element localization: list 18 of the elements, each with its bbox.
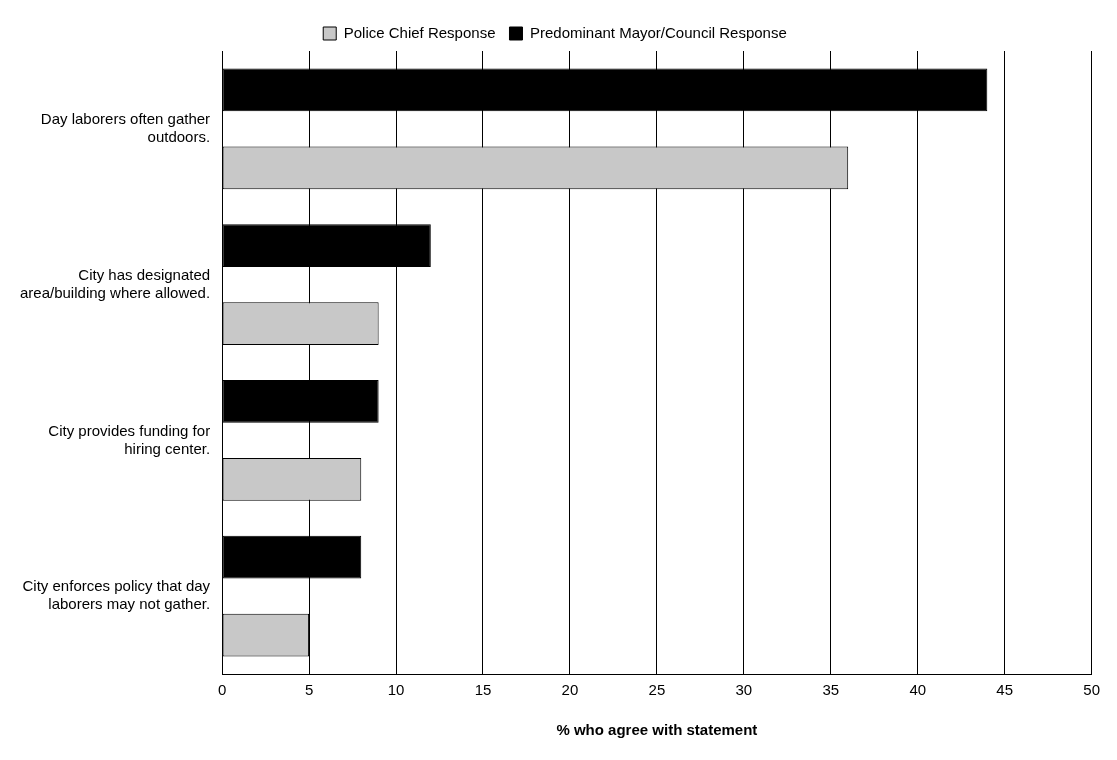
- x-tick-label: 45: [996, 681, 1014, 699]
- x-tick-label: 40: [909, 681, 927, 699]
- x-tick-label: 20: [561, 681, 579, 699]
- x-tick-label: 0: [217, 681, 227, 699]
- x-tick-label: 35: [822, 681, 840, 699]
- x-axis-title: % who agree with statement: [556, 721, 758, 739]
- x-tick-label: 10: [387, 681, 405, 699]
- y-tick-label: City provides funding for hiring center.: [48, 421, 211, 457]
- y-tick-label: Day laborers often gather outdoors.: [40, 110, 211, 146]
- x-tick-label: 15: [474, 681, 492, 699]
- x-tick-label: 5: [304, 681, 314, 699]
- x-tick-label: 50: [1083, 681, 1100, 699]
- legend-label: Police Chief Response: [343, 23, 496, 41]
- x-tick-label: 25: [648, 681, 666, 699]
- y-tick-label: City enforces policy that day laborers may not gather.: [22, 577, 211, 613]
- x-tick-label: 30: [735, 681, 753, 699]
- legend-label: Predominant Mayor/Council Response: [529, 23, 787, 41]
- y-tick-label: City has designated area/building where allowed.: [20, 265, 211, 301]
